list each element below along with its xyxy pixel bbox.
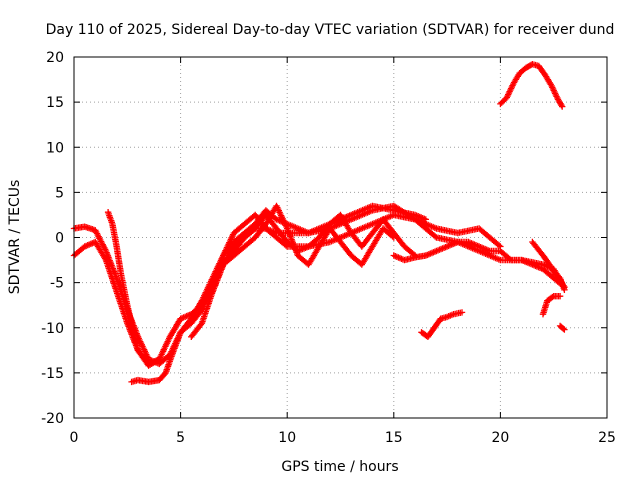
series-track-j — [529, 238, 568, 293]
chart-title: Day 110 of 2025, Sidereal Day-to-day VTE… — [46, 22, 615, 38]
data-point — [561, 326, 568, 333]
series-track-d — [104, 209, 163, 369]
plot-frame — [73, 56, 608, 419]
data-point — [559, 103, 566, 110]
axis-ticks: 0 5 10 15 20 25 -20 -15 -10 -5 0 5 10 15 20 — [41, 50, 616, 446]
data-point — [389, 233, 396, 240]
data-point — [558, 102, 565, 109]
y-axis-label: SDTVAR / TECUs — [7, 180, 23, 295]
series-track-i — [497, 61, 566, 110]
y-tick-label: -5 — [50, 276, 64, 292]
y-tick-label: 20 — [46, 50, 64, 66]
y-tick-label: 10 — [46, 140, 64, 156]
data-point — [495, 242, 503, 249]
x-axis-label: GPS time / hours — [281, 459, 398, 475]
x-tick-label: 10 — [278, 430, 296, 446]
series-track-h — [418, 309, 466, 340]
data-point — [561, 286, 568, 293]
series-track-l — [556, 322, 568, 333]
data-point — [458, 309, 466, 316]
y-tick-label: -15 — [41, 366, 64, 382]
y-tick-label: -20 — [41, 411, 64, 427]
series-track-e — [188, 211, 419, 340]
x-tick-label: 20 — [491, 430, 509, 446]
data-point — [549, 293, 556, 301]
series-track-f — [220, 202, 397, 268]
y-tick-label: 15 — [46, 95, 64, 111]
series-track-g — [390, 238, 568, 291]
y-tick-label: 5 — [55, 185, 64, 201]
data-points — [70, 61, 568, 386]
data-point — [431, 233, 439, 240]
x-tick-label: 25 — [598, 430, 616, 446]
x-tick-label: 5 — [176, 430, 185, 446]
data-point — [506, 255, 513, 263]
data-point — [422, 216, 429, 223]
y-tick-label: -10 — [41, 321, 64, 337]
x-tick-label: 15 — [385, 430, 403, 446]
x-tick-label: 0 — [70, 430, 79, 446]
data-point — [390, 234, 397, 241]
data-point — [156, 356, 163, 363]
data-point — [560, 325, 567, 332]
y-tick-label: 0 — [55, 231, 64, 247]
data-point — [556, 293, 564, 300]
series-track-k — [539, 293, 564, 318]
